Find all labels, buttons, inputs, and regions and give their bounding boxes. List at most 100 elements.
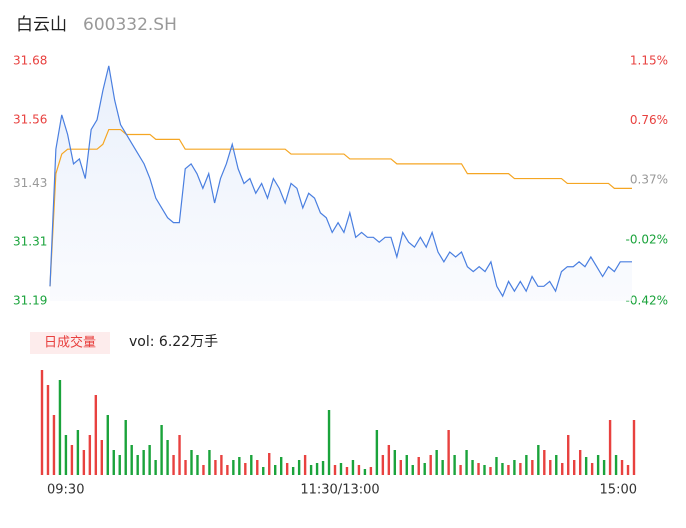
volume-bar [268, 453, 271, 475]
volume-bar [393, 450, 397, 475]
volume-bar [106, 415, 109, 475]
volume-bar [130, 445, 133, 475]
volume-bar [333, 465, 337, 475]
x-tick-label: 15:00 [600, 483, 637, 498]
volume-bar [465, 450, 468, 475]
volume-bar [244, 463, 247, 475]
volume-bar [441, 460, 444, 475]
volume-bar [489, 467, 492, 475]
volume-bar [567, 435, 570, 475]
volume-bar [100, 440, 103, 475]
volume-bar [297, 460, 301, 475]
volume-bar [208, 450, 211, 475]
volume-bar [549, 460, 552, 475]
volume-bar [238, 457, 241, 475]
volume-bar [118, 455, 121, 475]
volume-bar [285, 463, 289, 475]
volume-bar [58, 380, 62, 475]
x-tick-label: 11:30/13:00 [300, 483, 379, 498]
volume-bar [435, 450, 438, 475]
volume-bar [327, 410, 331, 475]
volume-bar [411, 465, 414, 475]
volume-bar [220, 455, 223, 475]
y2-tick-label: -0.02% [626, 232, 668, 246]
y-tick-label: 31.31 [13, 235, 47, 249]
volume-bar [555, 455, 558, 475]
volume-bar [190, 450, 193, 475]
volume-bar [417, 457, 420, 475]
volume-bar [507, 465, 510, 475]
volume-bar [82, 450, 86, 475]
volume-bar [94, 395, 98, 475]
y-tick-label: 31.43 [13, 176, 47, 190]
volume-bar [178, 435, 181, 475]
volume-bar [214, 460, 217, 475]
volume-bar [357, 465, 361, 475]
stock-name: 白云山 [16, 15, 67, 35]
y2-tick-label: 0.76% [630, 113, 668, 127]
volume-bar [590, 463, 594, 475]
x-tick-label: 09:30 [47, 483, 84, 498]
volume-bar [226, 465, 229, 475]
volume-bar [279, 457, 283, 475]
volume-bar [154, 460, 157, 475]
volume-bar [471, 460, 474, 475]
volume-bar [495, 457, 498, 475]
volume-bar [52, 415, 56, 475]
volume-bar [543, 450, 546, 475]
volume-bar [88, 435, 92, 475]
volume-bar [483, 465, 486, 475]
volume-bar [250, 455, 253, 475]
volume-bar [423, 463, 426, 475]
volume-bar [303, 455, 307, 475]
volume-bar [76, 430, 80, 475]
volume-bar [513, 460, 516, 475]
volume-bar [596, 455, 600, 475]
volume-bar [184, 460, 187, 475]
volume-bar [381, 455, 385, 475]
volume-bar [369, 467, 373, 475]
volume-bar [387, 445, 391, 475]
volume-bar [477, 463, 480, 475]
badge-bg [30, 332, 110, 354]
volume-bar [578, 450, 582, 475]
volume-bar [405, 455, 408, 475]
y2-tick-label: 1.15% [630, 54, 668, 68]
price-area [50, 65, 632, 302]
volume-bar [399, 460, 402, 475]
volume-bar [291, 467, 295, 475]
volume-bar [309, 465, 313, 475]
volume-bar [363, 469, 367, 475]
y2-tick-label: 0.37% [630, 173, 668, 187]
volume-bar [124, 420, 127, 475]
volume-bar [274, 465, 277, 475]
volume-bar [148, 445, 151, 475]
volume-bar [40, 370, 44, 475]
volume-bar [375, 430, 379, 475]
volume-bar [351, 460, 355, 475]
volume-bar [166, 440, 169, 475]
volume-bar [64, 435, 68, 475]
volume-bar [584, 457, 588, 475]
volume-bar [196, 455, 199, 475]
volume-bar [70, 445, 74, 475]
volume-bar [573, 460, 576, 475]
volume-bar [453, 455, 456, 475]
average-line [49, 128, 632, 287]
volume-bar [262, 467, 265, 475]
volume-bar [112, 450, 115, 475]
volume-bar [459, 465, 462, 475]
volume-bar [172, 455, 175, 475]
volume-bar [345, 467, 349, 475]
volume-bar [608, 420, 612, 475]
volume-bar [602, 460, 606, 475]
volume-bar [614, 455, 618, 475]
volume-bar [537, 445, 540, 475]
stock-code: 600332.SH [83, 15, 177, 35]
volume-bar [429, 455, 432, 475]
volume-bar [632, 420, 636, 475]
volume-bar [160, 425, 163, 475]
volume-bar [46, 385, 50, 475]
volume-bar [626, 465, 630, 475]
